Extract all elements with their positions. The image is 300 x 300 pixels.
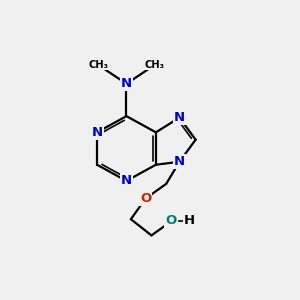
Text: N: N <box>174 111 185 124</box>
Text: CH₃: CH₃ <box>88 60 109 70</box>
Text: N: N <box>92 126 103 139</box>
Text: N: N <box>121 174 132 188</box>
Text: N: N <box>121 77 132 90</box>
Text: N: N <box>174 155 185 168</box>
Text: O: O <box>140 192 151 205</box>
Text: CH₃: CH₃ <box>144 60 164 70</box>
Text: H: H <box>184 214 195 227</box>
Text: O: O <box>165 214 176 227</box>
